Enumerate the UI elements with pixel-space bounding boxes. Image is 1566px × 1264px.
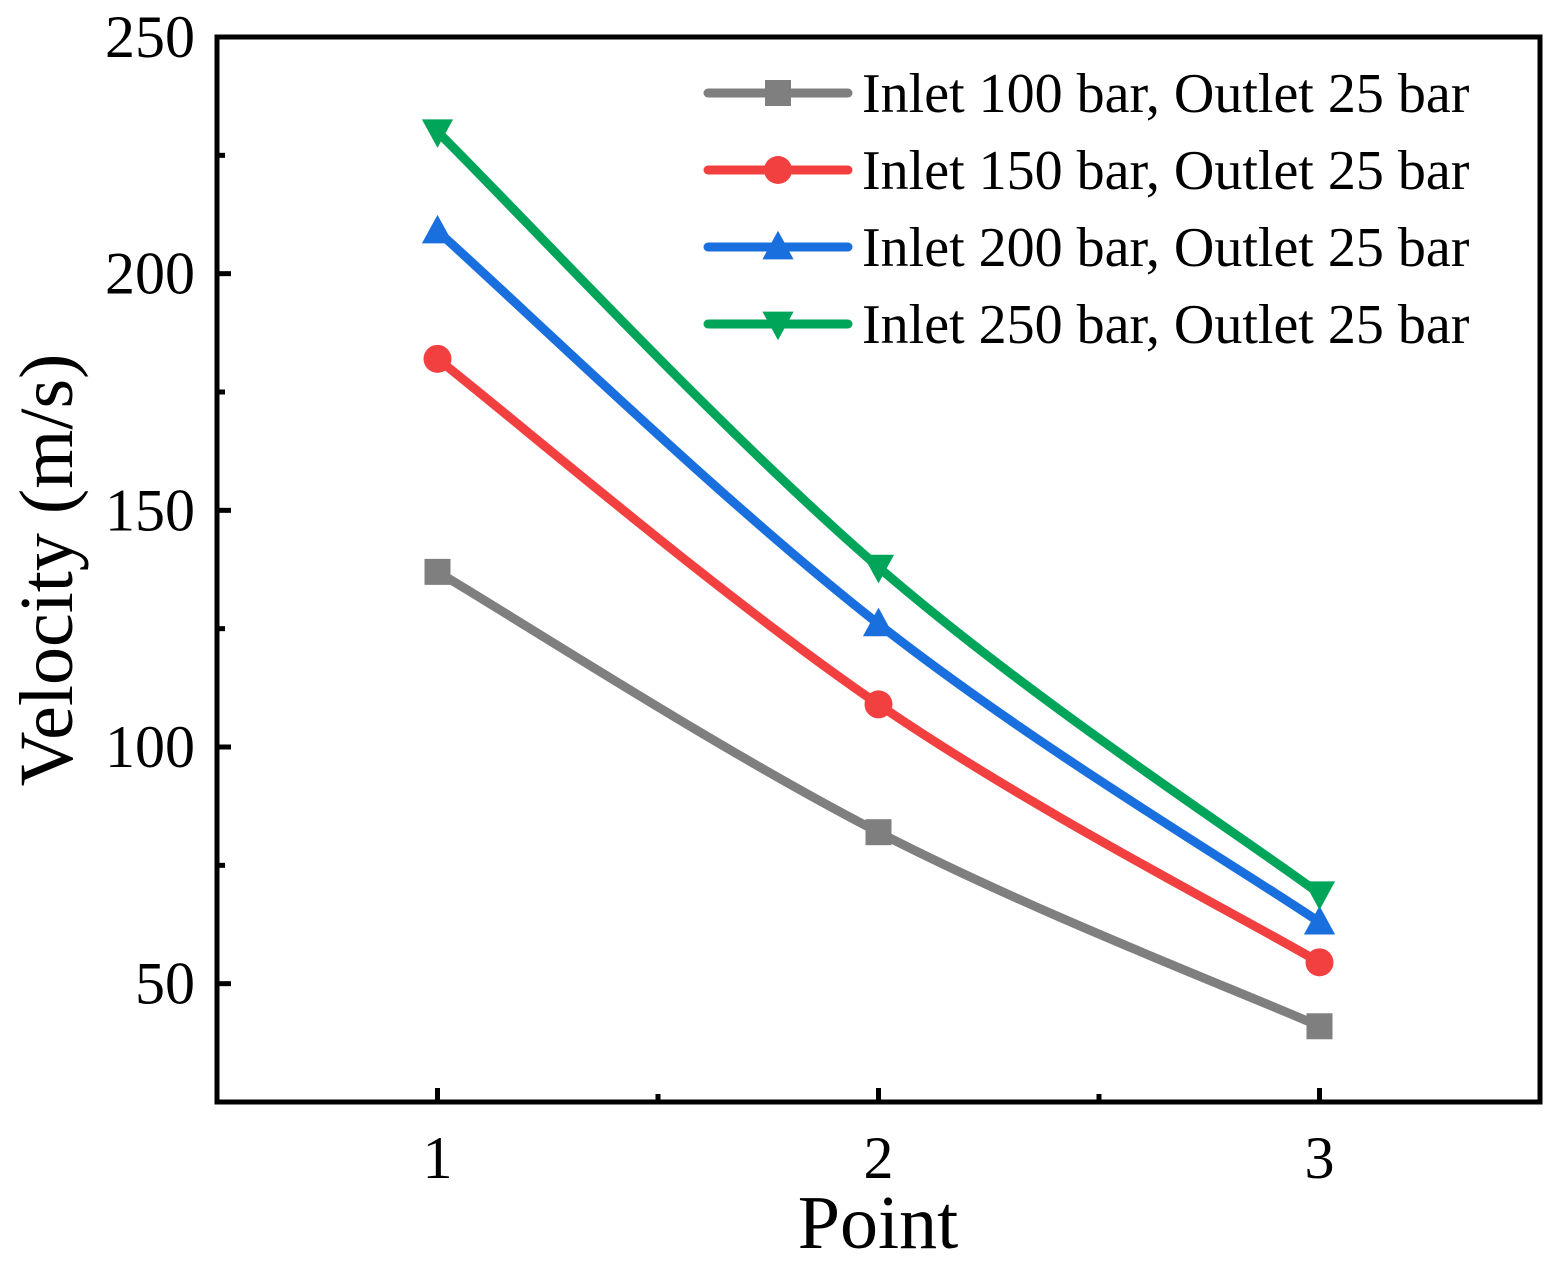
y-tick-label-250: 250 — [105, 4, 195, 70]
axes-layer: 50 100 150 200 250 1 2 3 — [105, 4, 1335, 1191]
legend-marker-3 — [762, 230, 794, 260]
legend-label-3: Inlet 200 bar, Outlet 25 bar — [862, 217, 1470, 279]
data-point-1-2 — [865, 819, 892, 846]
x-axis-label: Point — [798, 1181, 959, 1264]
data-point-2-2 — [864, 690, 893, 719]
legend-item-2: Inlet 150 bar, Outlet 25 bar — [703, 140, 1470, 202]
data-point-2-1 — [423, 344, 452, 373]
data-point-4-3 — [1303, 881, 1336, 910]
data-point-4-2 — [862, 554, 895, 584]
data-point-1-1 — [424, 558, 451, 585]
legend-marker-1 — [765, 80, 791, 106]
legend-label-1: Inlet 100 bar, Outlet 25 bar — [862, 63, 1470, 125]
legend: Inlet 100 bar, Outlet 25 bar Inlet 150 ba… — [703, 63, 1470, 356]
series-4 — [421, 119, 1336, 910]
legend-label-4: Inlet 250 bar, Outlet 25 bar — [862, 294, 1470, 356]
legend-item-1: Inlet 100 bar, Outlet 25 bar — [703, 63, 1470, 125]
series-3 — [421, 214, 1336, 935]
y-tick-label-100: 100 — [105, 714, 195, 780]
series-1 — [424, 558, 1333, 1040]
data-point-3-2 — [862, 607, 895, 637]
data-point-2-3 — [1305, 948, 1334, 977]
x-tick-label-3: 3 — [1305, 1125, 1335, 1191]
y-tick-label-200: 200 — [105, 241, 195, 307]
legend-item-4: Inlet 250 bar, Outlet 25 bar — [703, 294, 1470, 356]
x-tick-label-1: 1 — [423, 1125, 453, 1191]
legend-marker-4 — [762, 311, 794, 341]
x-tick-label-2: 2 — [864, 1125, 894, 1191]
series-2 — [423, 344, 1334, 977]
data-point-3-3 — [1303, 905, 1336, 935]
legend-label-2: Inlet 150 bar, Outlet 25 bar — [862, 140, 1470, 202]
data-point-3-1 — [421, 214, 454, 244]
series-layer — [421, 119, 1336, 1040]
data-point-1-3 — [1306, 1013, 1333, 1040]
y-tick-label-50: 50 — [135, 951, 195, 1017]
y-axis-label: Velocity (m/s) — [5, 354, 89, 787]
y-tick-label-150: 150 — [105, 477, 195, 543]
legend-marker-2 — [764, 156, 792, 184]
data-point-4-1 — [421, 119, 454, 148]
legend-item-3: Inlet 200 bar, Outlet 25 bar — [703, 217, 1470, 279]
